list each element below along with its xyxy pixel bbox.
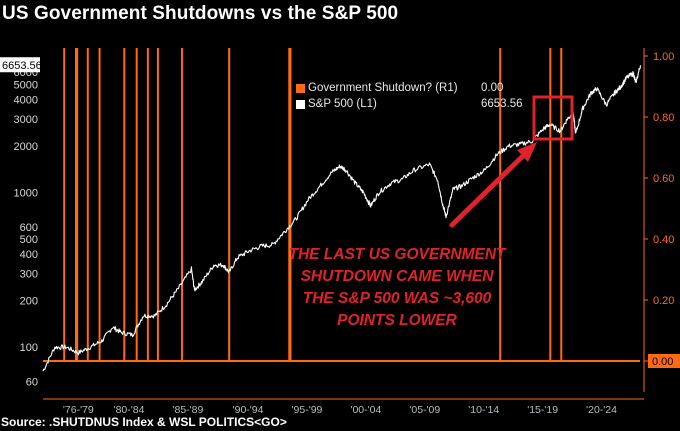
arrow-shaft (449, 149, 530, 228)
legend-swatch-sp500 (296, 99, 305, 109)
x-tick-label: '05-'09 (409, 404, 440, 416)
right-last-value-label: 0.00 (652, 356, 673, 368)
left-tick-label: 300 (20, 268, 38, 280)
arrow-head (517, 142, 537, 162)
x-tick-label: '95-'99 (292, 404, 323, 416)
left-tick-label: 5000 (14, 79, 38, 91)
left-tick-label: 3000 (14, 114, 38, 126)
x-tick-label: '15-'19 (527, 404, 558, 416)
left-tick-label: 2000 (14, 141, 38, 153)
legend-item-shutdown: Government Shutdown? (R1) 0.00 (296, 80, 523, 96)
x-tick-label: '20-'24 (586, 404, 617, 416)
left-tick-label: 4000 (14, 94, 38, 106)
left-last-value-label: 6653.56 (2, 60, 42, 72)
left-tick-label: 600 (20, 222, 38, 234)
legend-label-sp500: S&P 500 (L1) (308, 98, 377, 110)
chart-title: US Government Shutdowns vs the S&P 500 (2, 3, 399, 24)
left-last-value-badge (0, 57, 40, 73)
right-tick-label: 1.00 (653, 51, 674, 63)
right-tick-label: 0.80 (653, 112, 674, 124)
left-tick-label: 100 (20, 342, 38, 354)
x-tick-label: '80-'84 (114, 404, 145, 416)
source-note: Source: .SHUTDNUS Index & WSL POLITICS<G… (1, 415, 287, 429)
right-tick-label: 0.20 (653, 295, 674, 307)
legend-value-shutdown: 0.00 (481, 82, 504, 94)
left-tick-label: 400 (20, 249, 38, 261)
x-tick-label: '10-'14 (468, 404, 499, 416)
left-tick-label: 60 (26, 377, 38, 389)
legend-value-sp500: 6653.56 (481, 98, 523, 110)
right-tick-label: 0.60 (653, 173, 674, 185)
legend-item-sp500: S&P 500 (L1) 6653.56 (296, 96, 523, 112)
right-tick-label: 0.40 (653, 234, 674, 246)
sp500-line (42, 65, 642, 372)
left-tick-label: 1000 (14, 188, 38, 200)
annotation-text: THE LAST US GOVERNMENT SHUTDOWN CAME WHE… (284, 244, 510, 332)
annotation-line: POINTS LOWER (337, 312, 457, 329)
annotation-line: SHUTDOWN CAME WHEN (300, 268, 494, 285)
x-tick-label: '00-'04 (350, 404, 381, 416)
legend: Government Shutdown? (R1) 0.00 S&P 500 (… (296, 80, 523, 112)
legend-label-shutdown: Government Shutdown? (R1) (308, 82, 458, 94)
annotation-line: THE S&P 500 WAS ~3,600 (302, 290, 492, 307)
highlight-box (532, 95, 574, 141)
right-last-value-badge (648, 354, 680, 368)
x-tick-label: '90-'94 (233, 404, 264, 416)
annotation-line: THE LAST US GOVERNMENT (288, 246, 506, 263)
legend-swatch-shutdown (296, 83, 305, 93)
x-tick-label: '85-'89 (173, 404, 204, 416)
left-tick-label: 200 (20, 296, 38, 308)
x-tick-label: '76-'79 (63, 404, 94, 416)
left-tick-label: 500 (20, 234, 38, 246)
